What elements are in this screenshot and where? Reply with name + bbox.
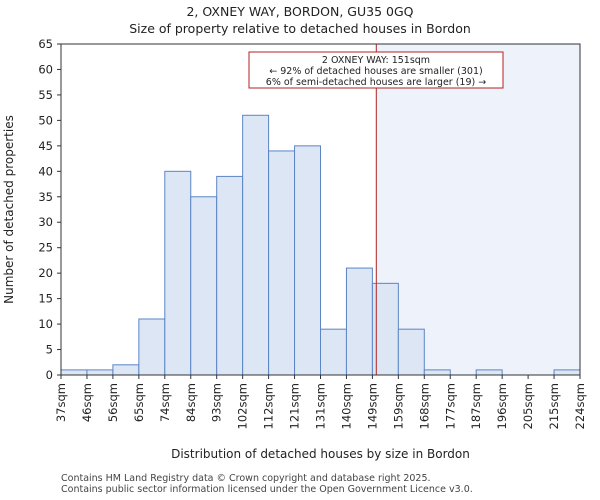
y-tick-label: 5 bbox=[46, 343, 53, 357]
x-tick-label: 159sqm bbox=[391, 383, 405, 429]
histogram-bar bbox=[553, 369, 581, 376]
annotation-box bbox=[248, 51, 504, 89]
x-tick-label: 205sqm bbox=[521, 383, 535, 429]
x-tick-label: 168sqm bbox=[417, 383, 431, 429]
y-tick-label: 35 bbox=[38, 190, 53, 204]
y-tick-label: 20 bbox=[38, 266, 53, 280]
x-tick-label: 177sqm bbox=[443, 383, 457, 429]
x-tick-label: 121sqm bbox=[288, 383, 302, 429]
y-tick-label: 40 bbox=[38, 164, 53, 178]
chart-title: 2, OXNEY WAY, BORDON, GU35 0GQ bbox=[186, 4, 414, 19]
histogram-bar bbox=[86, 369, 114, 376]
y-tick-label: 65 bbox=[38, 37, 53, 51]
annotation-line-1: 2 OXNEY WAY: 151sqm bbox=[322, 55, 430, 66]
histogram-bar bbox=[112, 364, 140, 376]
x-tick-label: 65sqm bbox=[132, 383, 146, 422]
x-tick-label: 93sqm bbox=[210, 383, 224, 422]
histogram-bar bbox=[138, 318, 166, 376]
y-axis-label: Number of detached properties bbox=[2, 115, 16, 304]
y-tick-label: 30 bbox=[38, 215, 53, 229]
annotation-line-2: ← 92% of detached houses are smaller (30… bbox=[269, 66, 482, 77]
histogram-bar bbox=[268, 150, 296, 376]
y-tick-label: 55 bbox=[38, 88, 53, 102]
histogram-bar bbox=[320, 328, 347, 376]
x-tick-label: 112sqm bbox=[262, 383, 276, 429]
histogram-bar bbox=[60, 369, 88, 376]
y-tick-label: 0 bbox=[46, 368, 53, 382]
larger-region-shade bbox=[376, 44, 580, 375]
x-tick-label: 74sqm bbox=[158, 383, 172, 422]
histogram-bar bbox=[242, 114, 270, 376]
chart-subtitle: Size of property relative to detached ho… bbox=[129, 21, 471, 36]
histogram-bar bbox=[190, 196, 218, 376]
y-tick-label: 15 bbox=[38, 292, 53, 306]
x-tick-label: 56sqm bbox=[106, 383, 120, 422]
footer-line-1: Contains HM Land Registry data © Crown c… bbox=[61, 473, 431, 484]
y-tick-label: 50 bbox=[38, 113, 53, 127]
x-tick-label: 149sqm bbox=[365, 383, 379, 429]
histogram-bar bbox=[345, 267, 373, 376]
histogram-chart: 0 5 10 15 20 25 30 35 40 45 50 55 60 65 37sqm 46sqm 56sq… bbox=[2, 37, 587, 461]
footer-line-2: Contains public sector information licen… bbox=[61, 484, 473, 495]
x-tick-label: 84sqm bbox=[184, 383, 198, 422]
x-tick-label: 37sqm bbox=[54, 383, 68, 422]
x-axis-label: Distribution of detached houses by size … bbox=[171, 447, 470, 461]
y-tick-label: 60 bbox=[38, 62, 53, 76]
histogram-bar bbox=[475, 369, 503, 376]
x-tick-label: 46sqm bbox=[80, 383, 94, 422]
y-tick-label: 10 bbox=[38, 317, 53, 331]
x-tick-label: 140sqm bbox=[339, 383, 353, 429]
x-tick-label: 196sqm bbox=[495, 383, 509, 429]
histogram-bar bbox=[216, 175, 244, 376]
y-tick-label: 25 bbox=[38, 241, 53, 255]
x-tick-label: 224sqm bbox=[573, 383, 587, 429]
histogram-bar bbox=[423, 369, 451, 376]
annotation-line-3: 6% of semi-detached houses are larger (1… bbox=[266, 77, 486, 88]
x-tick-label: 215sqm bbox=[547, 383, 561, 429]
x-tick-label: 102sqm bbox=[236, 383, 250, 429]
x-tick-label: 131sqm bbox=[314, 383, 328, 429]
x-tick-label: 187sqm bbox=[469, 383, 483, 429]
histogram-bar bbox=[164, 170, 192, 376]
histogram-bar bbox=[397, 328, 425, 376]
y-tick-label: 45 bbox=[38, 139, 53, 153]
histogram-bar bbox=[294, 145, 321, 376]
